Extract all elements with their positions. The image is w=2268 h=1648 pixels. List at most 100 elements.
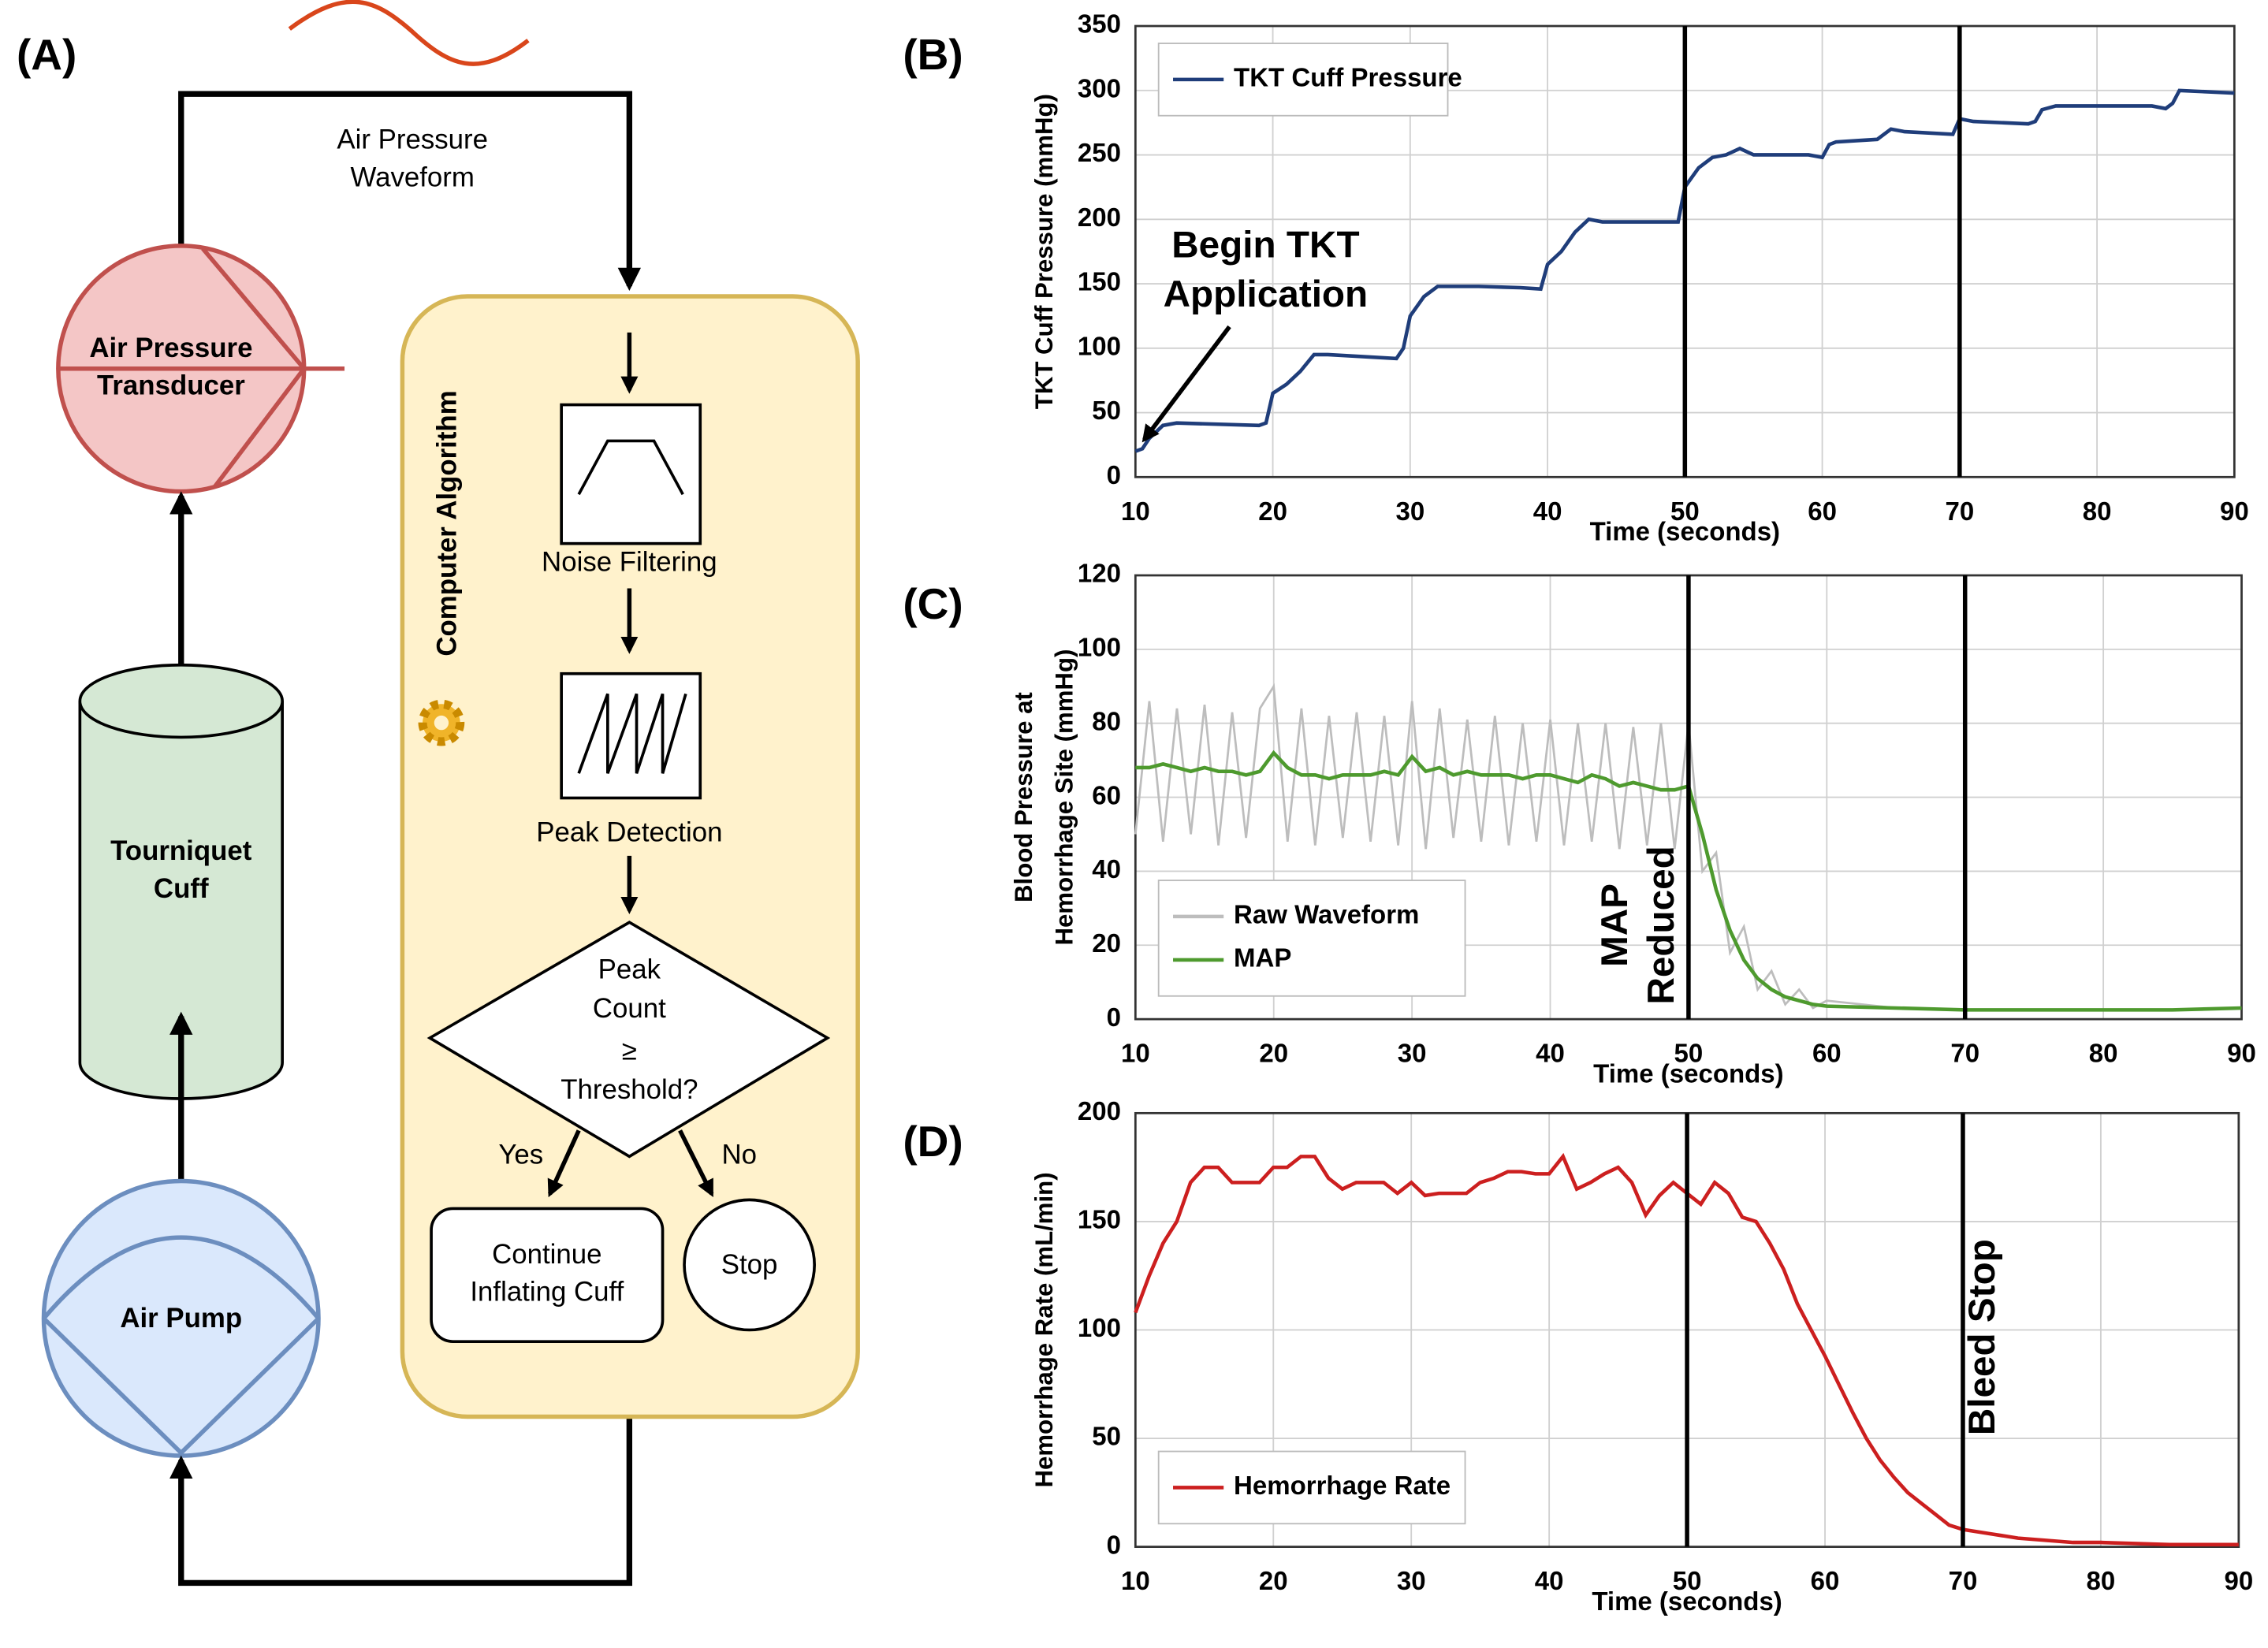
cuff-label: Tourniquet Cuff <box>110 835 252 904</box>
y-axis-label: Hemorrhage Rate (mL/min) <box>1030 1172 1058 1487</box>
x-tick-label: 70 <box>1950 1039 1979 1068</box>
series-line <box>1134 1152 2239 1547</box>
panel-label: (D) <box>903 1117 963 1166</box>
x-tick-label: 20 <box>1259 1566 1288 1595</box>
panel-a: (A) Air Pressure Waveform Air Pressure Tra… <box>17 0 860 1587</box>
y-tick-label: 150 <box>1078 1205 1121 1234</box>
x-tick-label: 80 <box>2083 497 2112 526</box>
annotation: MAP Reduced <box>1594 846 1682 1004</box>
panel-label: (A) <box>17 30 76 79</box>
continue-box <box>430 1207 665 1343</box>
x-tick-label: 90 <box>2220 497 2249 526</box>
legend-label: Raw Waveform <box>1234 900 1419 929</box>
x-tick-label: 40 <box>1535 1566 1564 1595</box>
peak-box <box>560 671 702 800</box>
y-tick-label: 100 <box>1078 1313 1121 1342</box>
transducer-label: Air Pressure Transducer <box>89 333 252 401</box>
transducer-lines <box>58 247 345 489</box>
waveform-icon <box>288 0 530 66</box>
y-tick-label: 200 <box>1078 203 1121 232</box>
peak-icon <box>577 693 687 774</box>
y-tick-label: 100 <box>1078 633 1121 662</box>
x-tick-label: 30 <box>1395 497 1424 526</box>
legend-label: MAP <box>1234 943 1291 973</box>
legend-label: TKT Cuff Pressure <box>1234 63 1462 92</box>
filter-icon <box>577 439 684 496</box>
y-tick-label: 0 <box>1107 1530 1121 1559</box>
y-tick-label: 80 <box>1092 706 1121 735</box>
panel-label: (C) <box>903 579 963 628</box>
x-tick-label: 60 <box>1812 1039 1842 1068</box>
gear-icon <box>418 699 465 746</box>
filter-label: Noise Filtering <box>542 547 717 578</box>
x-tick-label: 10 <box>1121 497 1150 526</box>
annotation-arrow <box>1141 325 1231 443</box>
chart: 0 50 100 150 200 250 300 350 10 20 30 40 50 60 70 80 90 T… <box>903 9 2248 546</box>
cuff-top <box>78 663 284 739</box>
x-tick-label: 10 <box>1121 1566 1150 1595</box>
x-axis-label: Time (seconds) <box>1593 1058 1783 1088</box>
label-line: MAP <box>1594 884 1636 967</box>
label-line: Reduced <box>1640 846 1681 1004</box>
y-tick-label: 350 <box>1078 9 1121 39</box>
continue-label: Continue Inflating Cuff <box>470 1239 624 1308</box>
legend-label: Hemorrhage Rate <box>1234 1471 1451 1500</box>
panel-label: (B) <box>903 30 963 79</box>
decision <box>426 921 831 1159</box>
x-tick-label: 50 <box>1670 497 1700 526</box>
y-tick-label: 150 <box>1078 267 1121 296</box>
y-tick-label: 0 <box>1107 1003 1121 1032</box>
x-tick-label: 70 <box>1949 1566 1978 1595</box>
x-tick-label: 40 <box>1536 1039 1565 1068</box>
y-tick-label: 120 <box>1078 559 1121 588</box>
x-tick-label: 50 <box>1673 1566 1702 1595</box>
x-tick-label: 10 <box>1121 1039 1150 1068</box>
decision-label: Peak Count ≥ Threshold? <box>560 954 698 1105</box>
y-tick-label: 50 <box>1092 1422 1121 1451</box>
label-line: Hemorrhage Site (mmHg) <box>1051 649 1078 946</box>
chart: 0 20 40 60 80 100 120 10 20 30 40 50 60 70 80 90 Time (s… <box>903 559 2256 1088</box>
connector <box>178 91 642 292</box>
y-tick-label: 40 <box>1092 854 1121 884</box>
x-axis-label: Time (seconds) <box>1590 517 1780 546</box>
x-axis-label: Time (seconds) <box>1592 1587 1782 1616</box>
y-tick-label: 50 <box>1092 396 1121 425</box>
x-tick-label: 70 <box>1945 497 1974 526</box>
y-tick-label: 200 <box>1078 1096 1121 1125</box>
x-tick-label: 60 <box>1811 1566 1840 1595</box>
connector <box>169 1416 633 1587</box>
no-label: No <box>721 1140 757 1170</box>
y-tick-label: 250 <box>1078 138 1121 167</box>
chart: 0 50 100 150 200 10 20 30 40 50 60 70 80 90 Time (seco… <box>903 1096 2253 1616</box>
x-tick-label: 20 <box>1258 497 1287 526</box>
x-tick-label: 30 <box>1397 1566 1426 1595</box>
annotation: Bleed Stop <box>1961 1239 2003 1435</box>
x-tick-label: 30 <box>1398 1039 1427 1068</box>
x-tick-label: 20 <box>1259 1039 1288 1068</box>
peak-label: Peak Detection <box>536 817 722 848</box>
y-axis-label: TKT Cuff Pressure (mmHg) <box>1030 94 1058 409</box>
x-tick-label: 40 <box>1533 497 1562 526</box>
stop-circle <box>683 1198 816 1332</box>
pump-label: Air Pump <box>120 1303 242 1334</box>
y-axis-label: Blood Pressure at Hemorrhage Site (mmHg) <box>1010 649 1078 946</box>
x-tick-label: 50 <box>1674 1039 1704 1068</box>
series-line <box>1135 750 2242 1012</box>
legend-box <box>1157 880 1466 997</box>
connector <box>547 1129 581 1198</box>
series-line <box>1134 88 2235 453</box>
stop-label: Stop <box>721 1249 778 1280</box>
label-line: Bleed Stop <box>1961 1239 2003 1435</box>
y-tick-label: 300 <box>1078 73 1121 102</box>
label-line: Blood Pressure at <box>1010 692 1037 902</box>
label-line: Begin TKT <box>1171 224 1359 266</box>
waveform-label: Air Pressure Waveform <box>337 125 488 193</box>
yes-label: Yes <box>498 1140 543 1170</box>
x-tick-label: 90 <box>2227 1039 2256 1068</box>
y-tick-label: 20 <box>1092 928 1121 958</box>
connector <box>678 1129 714 1197</box>
x-tick-label: 60 <box>1808 497 1837 526</box>
annotation: Begin TKT Application <box>1164 224 1369 314</box>
filter-box <box>560 403 702 545</box>
